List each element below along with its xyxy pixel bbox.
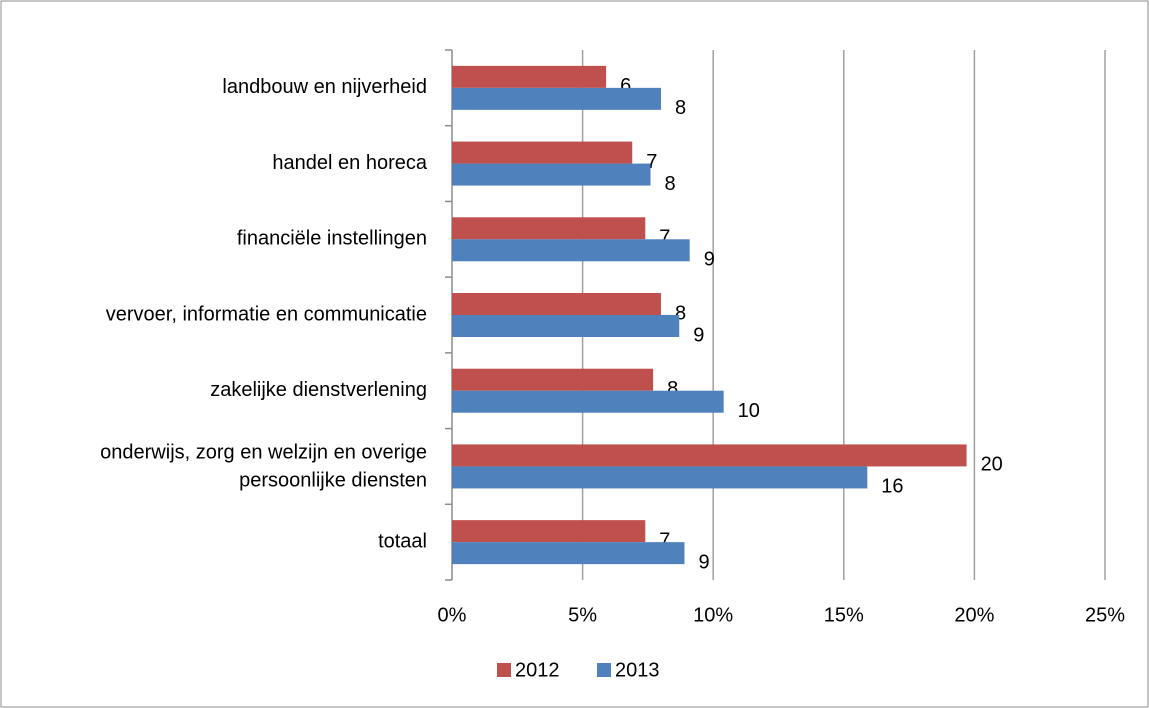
bar bbox=[452, 542, 685, 565]
legend-swatch bbox=[497, 663, 511, 677]
legend-label: 2012 bbox=[515, 659, 560, 681]
data-label: 7 bbox=[659, 529, 670, 551]
x-tick-label: 0% bbox=[438, 604, 467, 626]
data-label: 8 bbox=[675, 302, 686, 324]
x-tick-label: 20% bbox=[954, 604, 994, 626]
legend-label: 2013 bbox=[615, 659, 660, 681]
data-label: 9 bbox=[693, 324, 704, 346]
y-tick-label: vervoer, informatie en communicatie bbox=[106, 303, 427, 325]
x-tick-label: 10% bbox=[693, 604, 733, 626]
bar bbox=[452, 444, 967, 467]
y-tick-label: onderwijs, zorg en welzijn en overige per… bbox=[100, 442, 427, 492]
x-tick-label: 15% bbox=[824, 604, 864, 626]
x-tick-label: 25% bbox=[1085, 604, 1125, 626]
bar bbox=[452, 315, 680, 337]
data-label: 9 bbox=[704, 249, 715, 271]
data-label: 7 bbox=[646, 151, 657, 173]
data-label: 8 bbox=[665, 173, 676, 195]
x-tick-label: 5% bbox=[568, 604, 597, 626]
bar bbox=[452, 466, 868, 489]
data-label: 6 bbox=[620, 75, 631, 97]
data-label: 7 bbox=[659, 227, 670, 249]
y-tick-label: zakelijke dienstverlening bbox=[210, 379, 427, 401]
bar bbox=[452, 141, 633, 164]
bar bbox=[452, 520, 646, 543]
bar bbox=[452, 293, 661, 315]
bar bbox=[452, 239, 690, 262]
y-tick-label: landbouw en nijverheid bbox=[222, 76, 427, 98]
bar bbox=[452, 163, 651, 186]
bar bbox=[452, 65, 607, 88]
y-tick-label: handel en horeca bbox=[272, 152, 427, 174]
data-label: 8 bbox=[667, 378, 678, 400]
data-label: 9 bbox=[698, 551, 709, 573]
bar bbox=[452, 217, 646, 240]
legend-swatch bbox=[597, 663, 611, 677]
bar bbox=[452, 87, 661, 110]
bar bbox=[452, 368, 654, 391]
y-tick-label: totaal bbox=[378, 530, 427, 552]
bar bbox=[452, 390, 724, 413]
y-tick-label: financiële instellingen bbox=[237, 228, 427, 250]
data-label: 10 bbox=[738, 400, 760, 422]
data-label: 16 bbox=[881, 476, 903, 498]
data-label: 20 bbox=[981, 454, 1003, 476]
data-label: 8 bbox=[675, 97, 686, 119]
